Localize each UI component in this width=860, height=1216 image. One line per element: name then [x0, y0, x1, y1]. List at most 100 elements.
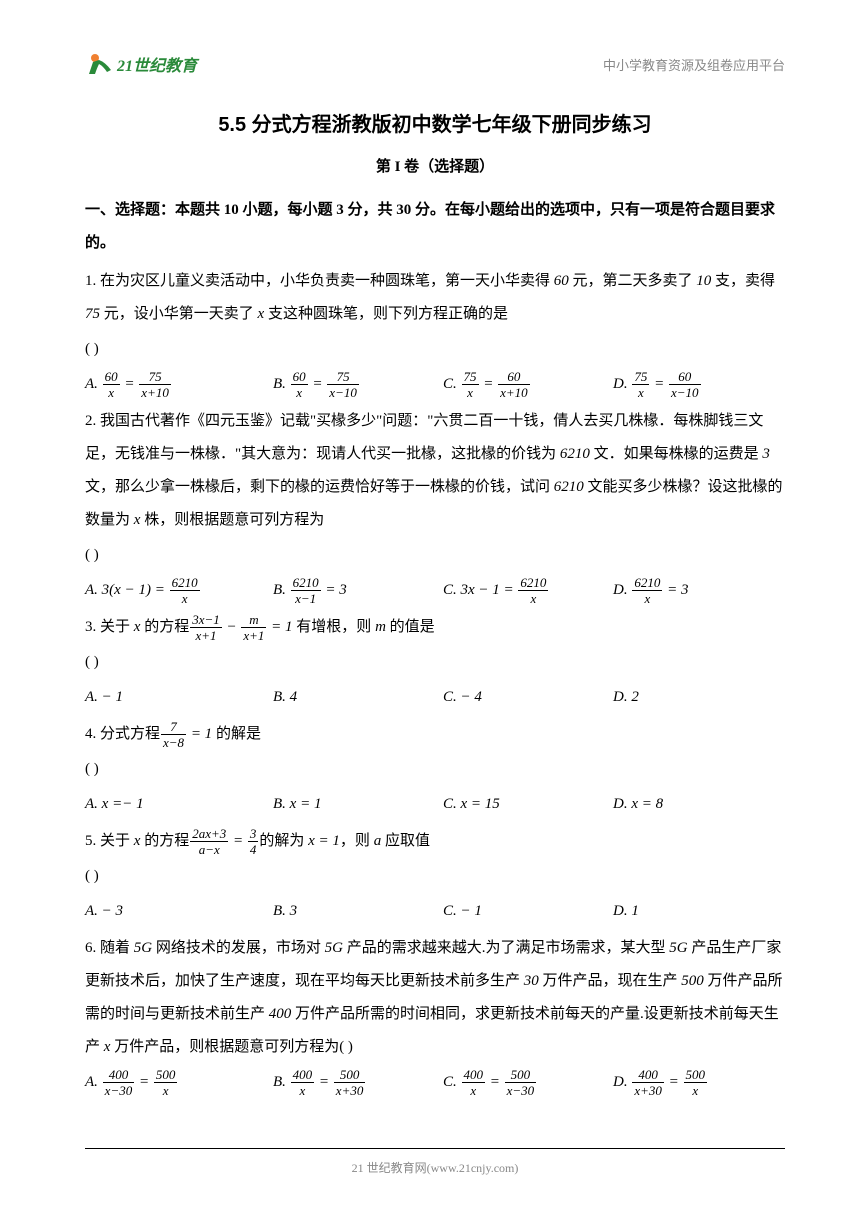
- q3-f1n: 3x−1: [190, 613, 222, 628]
- q2a-d: x: [170, 591, 200, 605]
- q6-opt-d: D. 400x+30 = 500x: [613, 1066, 763, 1099]
- q3d: 2: [631, 689, 639, 705]
- q3-text2: 的方程: [140, 619, 189, 635]
- q5-text: 关于: [96, 833, 134, 849]
- q3-text: 关于: [96, 619, 134, 635]
- q1-opt-b: B. 60x = 75x−10: [273, 368, 443, 401]
- label-d: D.: [613, 903, 631, 919]
- q4a: x =− 1: [102, 796, 144, 812]
- q6b-n2: 500: [334, 1068, 366, 1083]
- label-c: C.: [443, 582, 461, 598]
- question-1: 1. 在为灾区儿童义卖活动中，小华负责卖一种圆珠笔，第一天小华卖得 60 元，第…: [85, 265, 785, 331]
- q5-text5: 应取值: [381, 833, 430, 849]
- q3-text4: 的值是: [386, 619, 435, 635]
- q2-opt-c: C. 3x − 1 = 6210x: [443, 574, 613, 607]
- q5d: 1: [631, 903, 639, 919]
- q1-opt-a: A. 60x = 75x+10: [85, 368, 273, 401]
- q3-f2d: x+1: [241, 628, 266, 642]
- q3-opt-b: B. 4: [273, 681, 443, 714]
- q2-text5: 株，则根据题意可列方程为: [140, 512, 324, 528]
- q1a-n1: 60: [103, 370, 120, 385]
- q2a-n: 6210: [170, 576, 200, 591]
- q5-options: A. − 3 B. 3 C. − 1 D. 1: [85, 895, 785, 928]
- q6-v3: 5G: [669, 940, 687, 956]
- platform-label: 中小学教育资源及组卷应用平台: [603, 55, 785, 74]
- q2-opt-a: A. 3(x − 1) = 6210x: [85, 574, 273, 607]
- label-c: C.: [443, 689, 461, 705]
- q1d-n1: 75: [632, 370, 649, 385]
- q4-paren: ( ): [85, 753, 785, 786]
- q6-v2: 5G: [325, 940, 343, 956]
- question-5: 5. 关于 x 的方程2ax+3a−x = 34的解为 x = 1，则 a 应取…: [85, 825, 785, 858]
- q6d-d2: x: [684, 1083, 708, 1097]
- q2b-d: x−1: [291, 591, 321, 605]
- q2d-n: 6210: [632, 576, 662, 591]
- section-header: 一、选择题：本题共 10 小题，每小题 3 分，共 30 分。在每小题给出的选项…: [85, 194, 785, 260]
- q4-fd: x−8: [161, 735, 186, 749]
- q6a-n2: 500: [154, 1068, 178, 1083]
- q3-options: A. − 1 B. 4 C. − 4 D. 2: [85, 681, 785, 714]
- subtitle: 第 I 卷（选择题）: [85, 155, 785, 176]
- q5-opt-a: A. − 3: [85, 895, 273, 928]
- label-a: A.: [85, 796, 102, 812]
- q6-v6: 400: [269, 1006, 292, 1022]
- q2d-post: = 3: [663, 582, 688, 598]
- q1-v3: 75: [85, 306, 100, 322]
- page-footer: 21 世纪教育网(www.21cnjy.com): [85, 1148, 785, 1176]
- q4-options: A. x =− 1 B. x = 1 C. x = 15 D. x = 8: [85, 788, 785, 821]
- q6-text: 随着: [96, 940, 134, 956]
- q1-v2: 10: [696, 273, 711, 289]
- q3-opt-c: C. − 4: [443, 681, 613, 714]
- q2b-post: = 3: [322, 582, 347, 598]
- question-3: 3. 关于 x 的方程3x−1x+1 − mx+1 = 1 有增根，则 m 的值…: [85, 611, 785, 644]
- q6-text3: 产品的需求越来越大.为了满足市场需求，某大型: [343, 940, 669, 956]
- q3-eq: = 1: [267, 619, 292, 635]
- label-a: A.: [85, 689, 102, 705]
- label-b: B.: [273, 1074, 290, 1090]
- q4-text: 分式方程: [96, 726, 160, 742]
- q6-text5: 万件产品，现在生产: [539, 973, 682, 989]
- q1-text: 在为灾区儿童义卖活动中，小华负责卖一种圆珠笔，第一天小华卖得: [96, 273, 554, 289]
- q3-num: 3.: [85, 619, 96, 635]
- q6-opt-a: A. 400x−30 = 500x: [85, 1066, 273, 1099]
- q5-f1d: a−x: [190, 842, 228, 856]
- q1-paren: ( ): [85, 333, 785, 366]
- q1c-n2: 60: [498, 370, 530, 385]
- label-b: B.: [273, 796, 290, 812]
- q2b-n: 6210: [291, 576, 321, 591]
- label-b: B.: [273, 376, 290, 392]
- label-b: B.: [273, 689, 290, 705]
- q6-v4: 30: [524, 973, 539, 989]
- q1-text3: 支，卖得: [711, 273, 775, 289]
- q1-v1: 60: [554, 273, 569, 289]
- q1-text2: 元，第二天多卖了: [569, 273, 697, 289]
- logo: 21世纪教育: [85, 50, 197, 78]
- q6a-d2: x: [154, 1083, 178, 1097]
- label-b: B.: [273, 903, 290, 919]
- q1d-n2: 60: [669, 370, 701, 385]
- q6-text8: 万件产品，则根据题意可列方程为( ): [110, 1039, 353, 1055]
- label-d: D.: [613, 689, 631, 705]
- q5-f2n: 3: [248, 827, 259, 842]
- label-d: D.: [613, 1074, 631, 1090]
- q2-text2: 文．如果每株椽的运费是: [590, 446, 763, 462]
- q4-opt-b: B. x = 1: [273, 788, 443, 821]
- q1b-d1: x: [291, 385, 308, 399]
- q1b-n1: 60: [291, 370, 308, 385]
- q1-opt-c: C. 75x = 60x+10: [443, 368, 613, 401]
- q5-text4: ，则: [340, 833, 374, 849]
- q4-num: 4.: [85, 726, 96, 742]
- q3a: − 1: [102, 689, 123, 705]
- q1d-d2: x−10: [669, 385, 701, 399]
- q4-opt-d: D. x = 8: [613, 788, 763, 821]
- label-d: D.: [613, 796, 631, 812]
- q5-text2: 的方程: [140, 833, 189, 849]
- q6d-n1: 400: [632, 1068, 664, 1083]
- question-4: 4. 分式方程7x−8 = 1 的解是: [85, 718, 785, 751]
- q3-text3: 有增根，则: [293, 619, 376, 635]
- q1a-d1: x: [103, 385, 120, 399]
- q1b-d2: x−10: [327, 385, 359, 399]
- q6a-d1: x−30: [103, 1083, 135, 1097]
- q5-opt-d: D. 1: [613, 895, 763, 928]
- q2-v1: 6210: [560, 446, 590, 462]
